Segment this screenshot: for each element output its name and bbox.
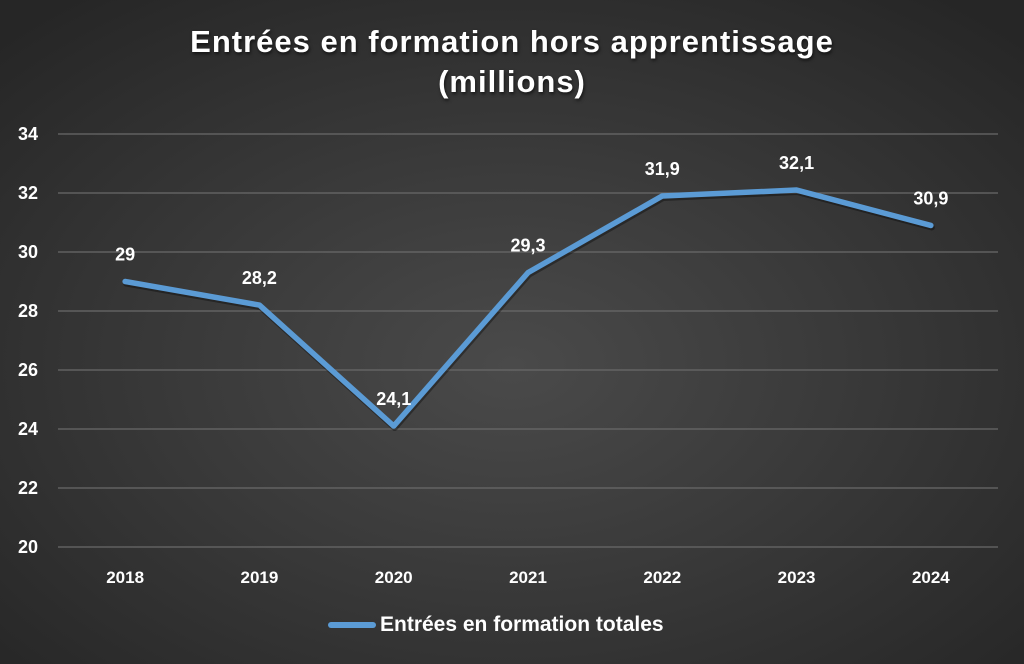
- legend-label: Entrées en formation totales: [380, 613, 664, 636]
- data-label: 30,9: [913, 188, 948, 208]
- y-tick-label: 34: [18, 124, 38, 144]
- x-tick-label: 2022: [643, 568, 681, 587]
- data-label: 29,3: [510, 236, 545, 256]
- x-tick-label: 2021: [509, 568, 547, 587]
- chart-title: Entrées en formation hors apprentissage …: [0, 22, 1024, 102]
- series-line-shadow: [123, 189, 935, 432]
- data-label: 24,1: [376, 389, 411, 409]
- x-tick-label: 2018: [106, 568, 144, 587]
- x-tick-label: 2024: [912, 568, 950, 587]
- x-tick-label: 2023: [778, 568, 816, 587]
- y-tick-label: 26: [18, 360, 38, 380]
- x-tick-label: 2020: [375, 568, 413, 587]
- data-label: 32,1: [779, 153, 814, 173]
- legend: Entrées en formation totales: [328, 613, 664, 637]
- series-line: [122, 187, 934, 429]
- y-tick-label: 32: [18, 183, 38, 203]
- y-tick-label: 22: [18, 478, 38, 498]
- data-label: 28,2: [242, 268, 277, 288]
- legend-line-swatch-icon: [328, 622, 376, 628]
- x-tick-label: 2019: [241, 568, 279, 587]
- y-tick-label: 28: [18, 301, 38, 321]
- data-label: 31,9: [645, 159, 680, 179]
- chart-title-line-1: Entrées en formation hors apprentissage: [190, 24, 834, 59]
- y-tick-label: 30: [18, 242, 38, 262]
- data-label: 29: [115, 245, 135, 265]
- chart-title-line-2: (millions): [438, 64, 586, 99]
- y-tick-label: 24: [18, 419, 38, 439]
- y-tick-label: 20: [18, 537, 38, 557]
